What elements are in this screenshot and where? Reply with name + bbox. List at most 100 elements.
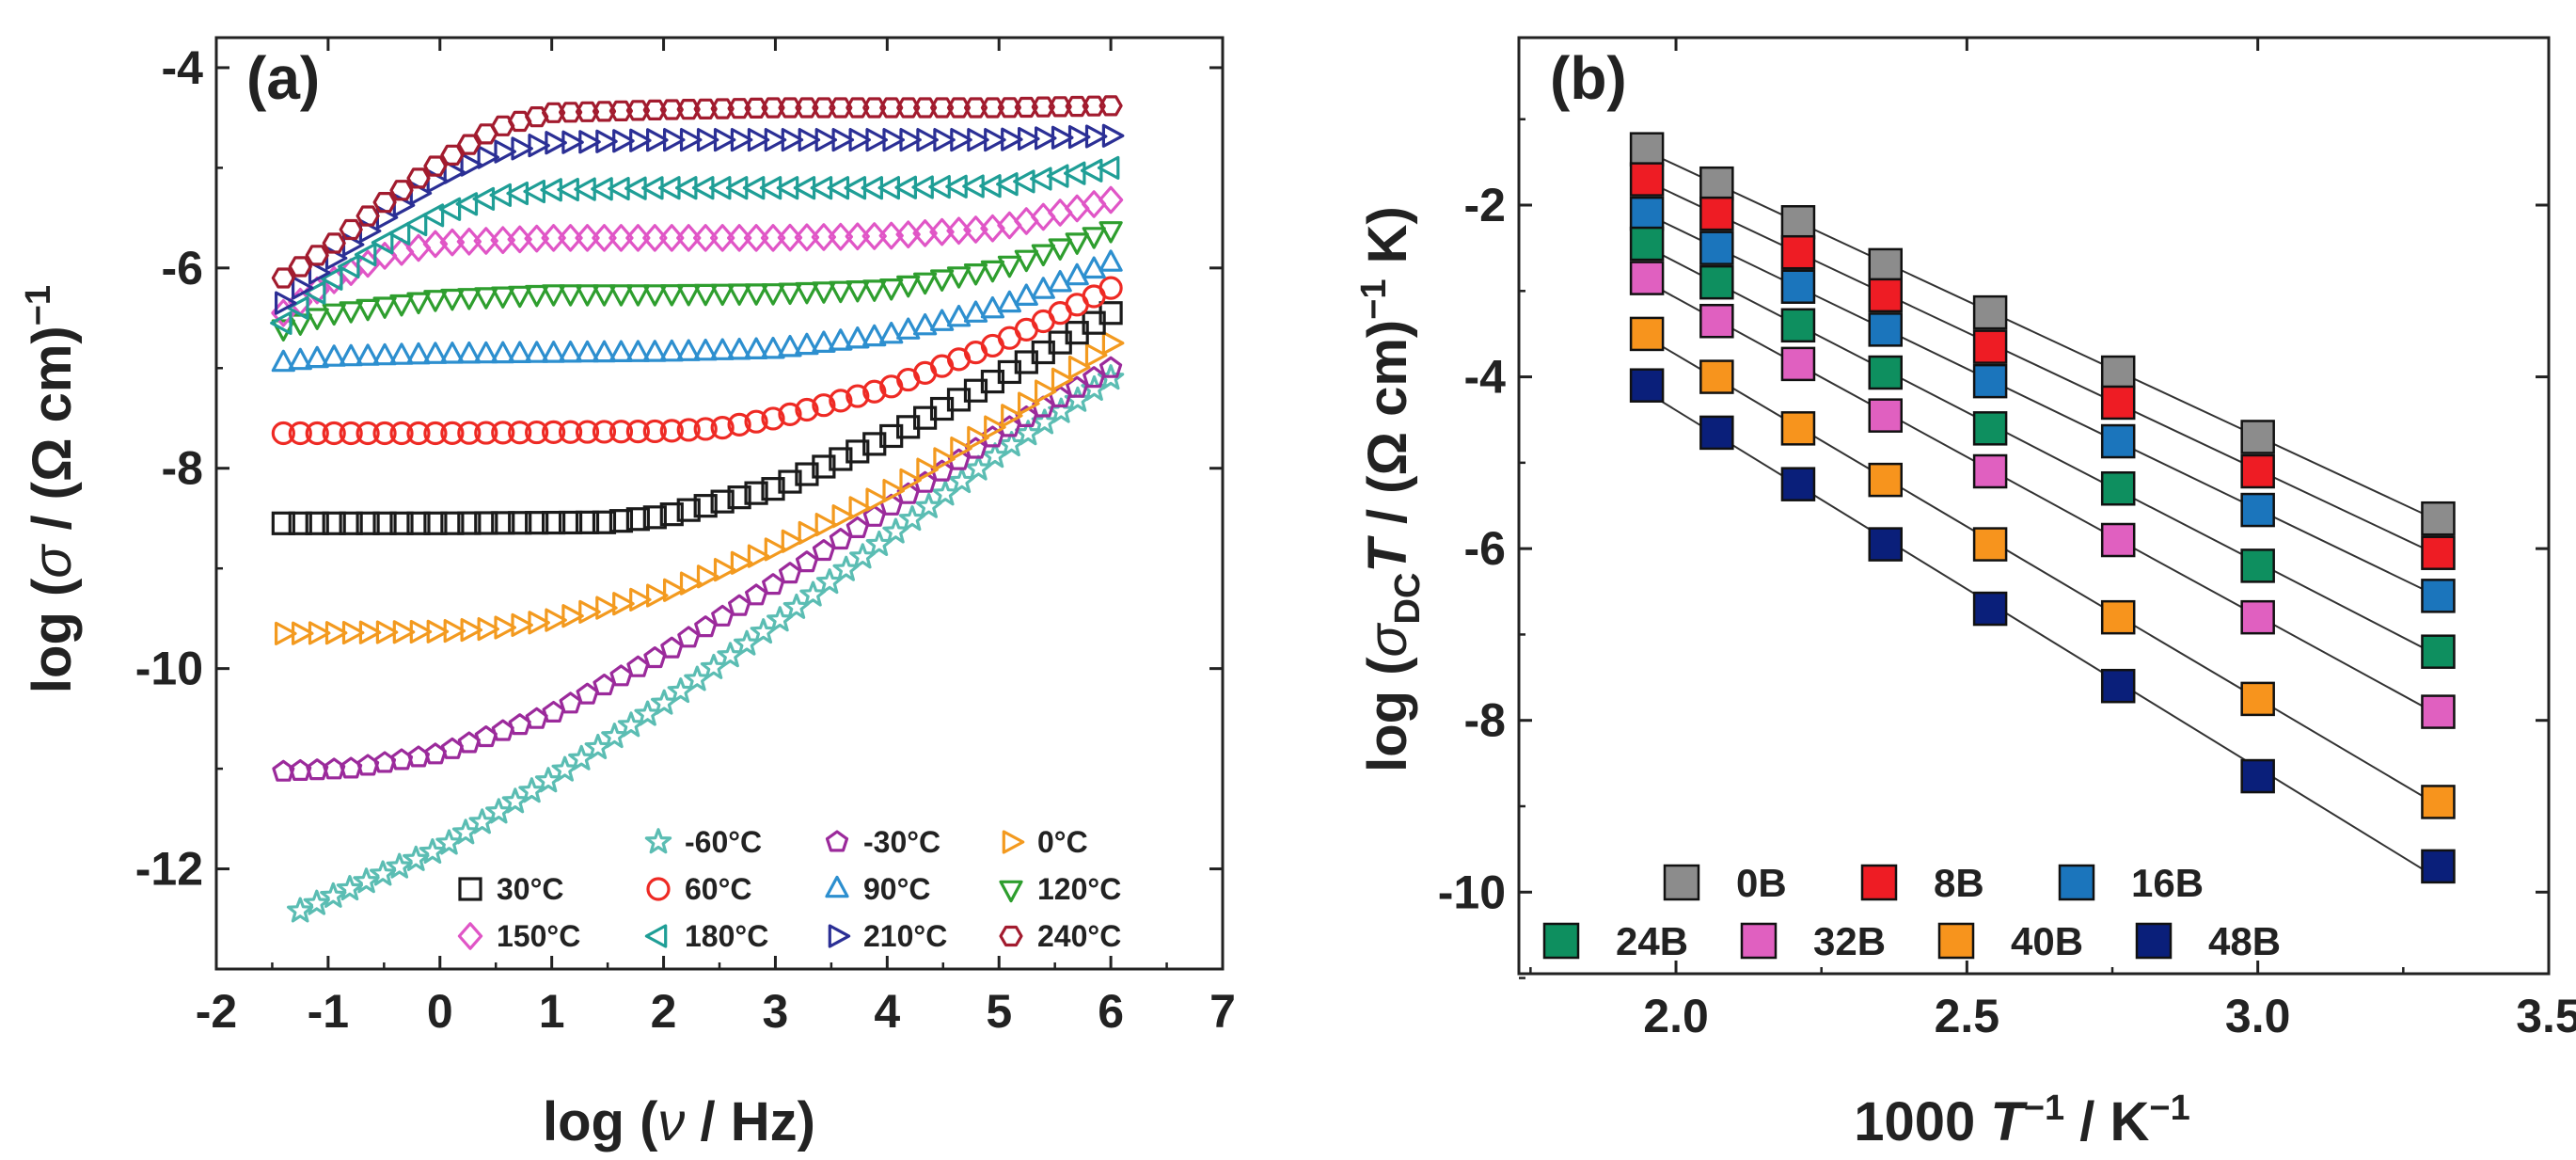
data-point (608, 420, 634, 444)
legend-item-150c: 150°C (457, 919, 580, 953)
data-point (575, 510, 600, 534)
data-point (275, 621, 297, 646)
data-point (612, 129, 635, 153)
legend-marker (825, 830, 849, 852)
panel-a-x-tick-label: 7 (1209, 985, 1236, 1038)
data-point (353, 867, 380, 894)
data-point (1101, 123, 1125, 148)
data-point (460, 152, 483, 177)
data-point (980, 295, 1005, 319)
fit-line-0b (1646, 151, 2439, 522)
data-point (882, 128, 906, 152)
data-point (744, 337, 768, 359)
data-point (559, 691, 582, 714)
data-point (2240, 420, 2275, 454)
data-point (525, 420, 549, 445)
data-point (271, 349, 295, 373)
data-point (693, 417, 718, 441)
data-point (1868, 527, 1903, 562)
data-point (625, 284, 651, 307)
data-point (898, 505, 926, 532)
data-point (812, 538, 835, 562)
data-point (660, 636, 684, 659)
data-point (1048, 96, 1072, 118)
data-point (727, 337, 751, 360)
data-point (528, 134, 550, 158)
data-point (1014, 96, 1038, 119)
data-point (799, 580, 827, 607)
data-point (1066, 375, 1089, 398)
panel-a-x-axis-label: log (ν / Hz) (543, 1091, 815, 1152)
data-point (879, 321, 904, 344)
data-point (643, 645, 667, 669)
panel-b-fit-lines (1646, 151, 2439, 880)
data-point (744, 409, 768, 434)
data-point (372, 296, 397, 319)
data-point (558, 224, 583, 252)
data-point (980, 97, 1005, 119)
data-point (642, 284, 667, 307)
data-point (879, 278, 904, 301)
data-point (477, 616, 500, 642)
panel-a-y-tick-label: -12 (135, 843, 203, 896)
data-point (845, 439, 870, 464)
data-point (575, 420, 600, 444)
series-minus-30c (272, 356, 1123, 782)
data-point (645, 583, 669, 608)
legend-label: 24B (1616, 919, 1688, 963)
data-point (1048, 199, 1073, 227)
data-point (370, 860, 397, 886)
data-point (275, 291, 297, 315)
data-point (372, 342, 397, 366)
data-point (1014, 249, 1038, 273)
data-point (292, 276, 314, 300)
data-point (389, 342, 414, 365)
data-point (1051, 125, 1074, 150)
data-point (308, 261, 331, 285)
data-point (1972, 527, 2008, 562)
data-point (545, 131, 567, 155)
series-90c (271, 249, 1123, 373)
data-point (912, 312, 938, 336)
data-point (912, 272, 938, 295)
panel-a-x-tick-label: 4 (874, 985, 900, 1038)
data-point (713, 128, 736, 152)
legend-marker (825, 875, 849, 898)
data-point (980, 260, 1005, 283)
data-point (608, 100, 634, 122)
data-point (558, 420, 583, 444)
data-point (558, 341, 583, 363)
panel-a: -2 -1 0 1 2 3 4 5 6 7-12-10-8-6-4 (a) log (ν / Hz… (19, 36, 1236, 1152)
data-point (625, 419, 650, 444)
panel-a-y-axis-label: log (σ / (Ω cm)−1 (19, 285, 83, 693)
panel-a-x-tick-label: -1 (308, 985, 349, 1038)
data-point (1780, 234, 1816, 270)
data-point (438, 197, 462, 221)
data-point (491, 511, 515, 535)
data-point (642, 505, 667, 530)
data-point (356, 343, 380, 366)
legend-label: 0°C (1037, 825, 1088, 859)
legend-marker (644, 828, 672, 854)
data-point (305, 308, 329, 330)
data-point (593, 673, 616, 696)
data-point (1629, 226, 1665, 262)
data-point (1780, 308, 1816, 343)
panel-b-y-tick-label: -10 (1438, 866, 1506, 918)
data-point (812, 454, 836, 479)
data-point (896, 317, 921, 340)
data-point (612, 592, 635, 616)
data-point (946, 304, 972, 327)
series-24b (1629, 226, 2456, 669)
data-point (409, 619, 433, 644)
data-point (1098, 185, 1124, 215)
data-point (2100, 385, 2136, 421)
data-point (578, 130, 601, 154)
data-point (494, 139, 517, 164)
legend-marker (644, 924, 668, 948)
data-point (659, 339, 684, 362)
data-point (761, 477, 785, 501)
legend-label: 8B (1934, 861, 1984, 905)
data-point (542, 420, 566, 445)
